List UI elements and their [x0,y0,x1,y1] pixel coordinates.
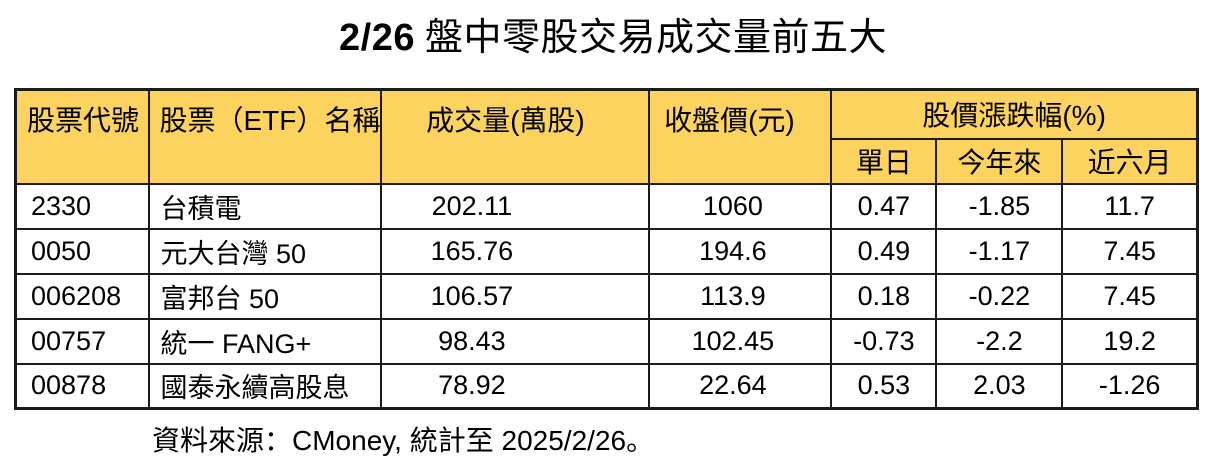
cell-volume: 106.57 [380,272,651,320]
header-change-ytd: 今年來 [935,137,1064,185]
header-close-price: 收盤價(元) [648,88,833,185]
cell-stock-name: 富邦台 50 [147,272,383,320]
data-source-note: 資料來源：CMoney, 統計至 2025/2/26。 [152,425,655,456]
page-title: 2/26 盤中零股交易成交量前五大 [0,14,1226,62]
table-row: 00878 國泰永續高股息 78.92 22.64 0.53 2.03 -1.2… [14,362,1199,410]
cell-change-6m: 19.2 [1061,317,1199,365]
table-header: 股票代號 股票（ETF）名稱 成交量(萬股) 收盤價(元) 股價漲跌幅(%) 單… [14,88,1199,185]
table-body: 2330 台積電 202.11 1060 0.47 -1.85 11.7 005… [14,182,1199,410]
cell-change-day: 0.18 [830,272,938,320]
cell-change-ytd: 2.03 [935,362,1064,410]
cell-close-price: 194.6 [648,227,833,275]
cell-volume: 98.43 [380,317,651,365]
cell-stock-code: 00878 [14,362,150,410]
title-text: 盤中零股交易成交量前五大 [424,17,887,59]
table-row: 006208 富邦台 50 106.57 113.9 0.18 -0.22 7.… [14,272,1199,320]
cell-change-ytd: -1.17 [935,227,1064,275]
header-change-day: 單日 [830,137,938,185]
cell-stock-name: 統一 FANG+ [147,317,383,365]
cell-close-price: 102.45 [648,317,833,365]
header-change-group: 股價漲跌幅(%) [830,88,1199,140]
cell-change-day: 0.47 [830,182,938,230]
table-row: 00757 統一 FANG+ 98.43 102.45 -0.73 -2.2 1… [14,317,1199,365]
cell-stock-name: 元大台灣 50 [147,227,383,275]
cell-change-day: 0.53 [830,362,938,410]
cell-change-ytd: -1.85 [935,182,1064,230]
cell-change-day: 0.49 [830,227,938,275]
cell-volume: 202.11 [380,182,651,230]
cell-change-6m: -1.26 [1061,362,1199,410]
cell-change-ytd: -0.22 [935,272,1064,320]
cell-stock-code: 2330 [14,182,150,230]
header-row-sub: 單日 今年來 近六月 [16,137,1199,185]
header-stock-code: 股票代號 [14,88,150,185]
cell-change-6m: 7.45 [1061,272,1199,320]
cell-change-6m: 11.7 [1061,182,1199,230]
header-volume: 成交量(萬股) [380,88,651,185]
cell-change-day: -0.73 [830,317,938,365]
cell-stock-name: 台積電 [147,182,383,230]
cell-change-ytd: -2.2 [935,317,1064,365]
cell-close-price: 1060 [648,182,833,230]
cell-stock-name: 國泰永續高股息 [147,362,383,410]
cell-stock-code: 0050 [14,227,150,275]
cell-volume: 78.92 [380,362,651,410]
stock-table: 股票代號 股票（ETF）名稱 成交量(萬股) 收盤價(元) 股價漲跌幅(%) 單… [14,88,1199,410]
table-row: 0050 元大台灣 50 165.76 194.6 0.49 -1.17 7.4… [14,227,1199,275]
cell-close-price: 113.9 [648,272,833,320]
header-change-6m: 近六月 [1061,137,1199,185]
cell-stock-code: 00757 [14,317,150,365]
table-row: 2330 台積電 202.11 1060 0.47 -1.85 11.7 [14,182,1199,230]
header-stock-name: 股票（ETF）名稱 [147,88,383,185]
title-date: 2/26 [339,17,415,59]
cell-change-6m: 7.45 [1061,227,1199,275]
cell-volume: 165.76 [380,227,651,275]
header-row-main: 股票代號 股票（ETF）名稱 成交量(萬股) 收盤價(元) 股價漲跌幅(%) [14,88,1199,185]
cell-close-price: 22.64 [648,362,833,410]
cell-stock-code: 006208 [14,272,150,320]
